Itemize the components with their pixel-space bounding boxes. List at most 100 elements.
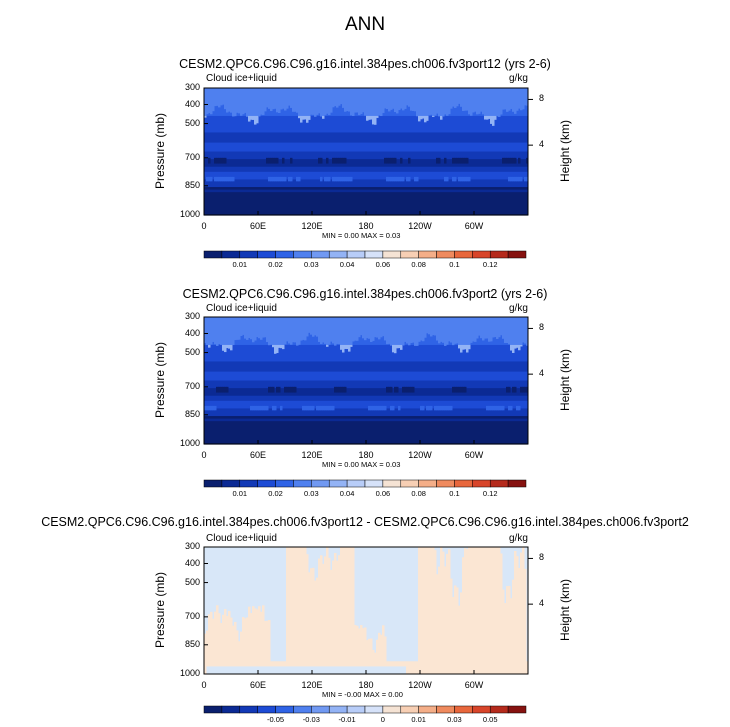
x-tick-label: 60W: [464, 680, 484, 690]
diff-positive-cell: [474, 547, 477, 674]
cloud-cell: [468, 90, 471, 115]
band: [204, 408, 528, 420]
cloud-cell: [258, 90, 261, 117]
cloud-cell: [514, 319, 517, 348]
cloud-cell: [246, 90, 249, 117]
colorbar-swatch: [418, 250, 437, 259]
colorbar: [203, 705, 527, 714]
cloud-cell: [372, 319, 375, 341]
cloud-cell: [332, 157, 335, 164]
cloud-cell: [216, 90, 219, 106]
band: [204, 115, 528, 134]
cloud-cell: [394, 90, 397, 113]
cloud-cell: [252, 90, 255, 120]
cloud-cell: [242, 90, 245, 115]
diff-positive-cell: [258, 606, 261, 667]
cloud-cell: [352, 319, 355, 342]
cloud-cell: [436, 90, 439, 114]
cloud-cell: [400, 176, 403, 182]
diff-positive-cell: [204, 633, 207, 674]
cloud-cell: [346, 319, 349, 349]
cloud-cell: [518, 319, 521, 349]
diff-positive-cell: [498, 547, 501, 674]
cloud-cell: [496, 319, 499, 339]
cloud-cell: [334, 90, 337, 107]
cloud-cell: [516, 344, 519, 348]
cloud-cell: [248, 115, 251, 122]
colorbar-label: -0.05: [266, 715, 285, 724]
cloud-cell: [442, 90, 445, 117]
diff-positive-cell: [414, 661, 417, 674]
cloud-cell: [424, 90, 427, 121]
cloud-cell: [508, 319, 511, 345]
cloud-cell: [508, 157, 511, 164]
cloud-cell: [310, 405, 313, 411]
cloud-cell: [206, 176, 209, 182]
cloud-cell: [216, 157, 219, 164]
diff-positive-cell: [508, 585, 511, 674]
cloud-cell: [430, 319, 433, 337]
cloud-cell: [338, 386, 341, 393]
cloud-cell: [462, 319, 465, 349]
diff-positive-cell: [226, 615, 229, 667]
colorbar-swatch: [275, 479, 294, 488]
diff-positive-cell: [282, 661, 285, 667]
cloud-cell: [284, 176, 287, 182]
cloud-cell: [276, 176, 279, 182]
cloud-cell: [270, 386, 273, 393]
colorbar-swatch: [257, 705, 276, 714]
y-tick-label: 850: [184, 408, 200, 419]
diff-positive-cell: [344, 547, 347, 667]
cloud-cell: [348, 176, 351, 182]
band: [204, 166, 528, 173]
colorbar-label: 0.01: [232, 260, 248, 269]
cloud-cell: [508, 405, 511, 411]
cloud-cell: [286, 319, 289, 342]
diff-positive-cell: [514, 551, 517, 674]
cloud-cell: [322, 319, 325, 343]
diff-positive-cell: [424, 547, 427, 674]
cloud-cell: [464, 90, 467, 111]
cloud-cell: [522, 319, 525, 343]
cloud-cell: [368, 319, 371, 339]
cloud-cell: [232, 319, 235, 346]
diff-positive-cell: [240, 631, 243, 667]
cloud-cell: [460, 319, 463, 351]
cloud-cell: [288, 176, 291, 182]
cloud-cell: [526, 157, 529, 164]
cloud-cell: [418, 319, 421, 342]
cloud-cell: [252, 115, 255, 120]
diff-positive-cell: [440, 547, 443, 674]
cloud-cell: [464, 319, 467, 349]
cloud-cell: [422, 90, 425, 119]
panel-title: CESM2.QPC6.C96.C96.g16.intel.384pes.ch00…: [41, 515, 689, 529]
cloud-cell: [358, 90, 361, 116]
cloud-cell: [318, 90, 321, 114]
x-tick-label: 60W: [464, 450, 484, 460]
cloud-cell: [272, 157, 275, 164]
cloud-cell: [464, 157, 467, 164]
diff-positive-cell: [212, 618, 215, 667]
cloud-cell: [212, 90, 215, 112]
cloud-cell: [214, 90, 217, 107]
diff-positive-cell: [270, 661, 273, 667]
cloud-cell: [324, 90, 327, 116]
cloud-cell: [290, 157, 293, 164]
diff-positive-cell: [450, 578, 453, 674]
diff-positive-cell: [426, 547, 429, 674]
diff-positive-cell: [268, 620, 271, 667]
band: [204, 142, 528, 153]
colorbar-label: 0.08: [411, 489, 426, 498]
x-tick-label: 120W: [408, 221, 432, 231]
cloud-cell: [388, 176, 391, 182]
x-tick-label: 0: [201, 680, 207, 690]
cloud-cell: [512, 386, 515, 393]
cloud-cell: [392, 157, 395, 164]
colorbar-swatch: [382, 705, 402, 714]
cloud-cell: [380, 405, 383, 411]
cloud-cell: [308, 115, 311, 120]
cloud-cell: [390, 90, 393, 110]
y-tick-label: 300: [184, 541, 200, 551]
cloud-cell: [334, 386, 337, 393]
diff-positive-cell: [496, 547, 499, 674]
